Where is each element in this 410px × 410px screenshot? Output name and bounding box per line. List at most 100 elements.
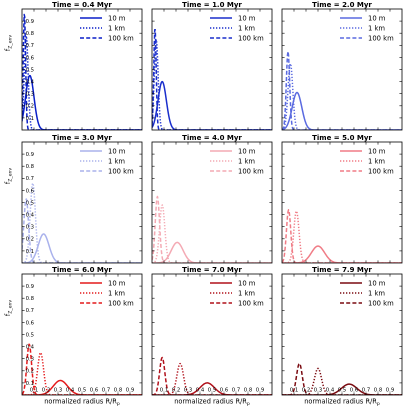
panel-2: Time = 1.0 Myr 10 m 1 km 100 km bbox=[151, 1, 273, 131]
ticks bbox=[152, 9, 272, 130]
y-axis-label-main: f bbox=[4, 313, 12, 316]
y-tick-label: 0.4 bbox=[26, 345, 35, 351]
y-tick-label: 0.7 bbox=[26, 43, 34, 49]
x-tick-label: 0.4 bbox=[196, 387, 205, 393]
x-tick-label: 0.5 bbox=[78, 387, 86, 393]
ticks bbox=[282, 274, 402, 395]
x-tick-label: 0.7 bbox=[232, 387, 240, 393]
y-tick-label: 0.3 bbox=[26, 225, 34, 231]
x-tick-label: 0.5 bbox=[338, 387, 346, 393]
series-line-100-km bbox=[152, 29, 272, 130]
series-group bbox=[282, 209, 402, 263]
x-tick-label: 0.4 bbox=[326, 387, 335, 393]
legend-label: 100 km bbox=[368, 167, 394, 175]
legend-label: 1 km bbox=[368, 157, 385, 165]
x-axis-label-main: normalized radius R/R bbox=[44, 397, 117, 405]
x-tick-label: 0.8 bbox=[244, 387, 253, 393]
y-tick-label: 0.8 bbox=[26, 31, 35, 37]
series-line-10-m bbox=[22, 233, 142, 263]
series-group bbox=[152, 29, 272, 130]
legend: 10 m 1 km 100 km bbox=[80, 14, 134, 42]
panel-4: Time = 3.0 Myr 0.1 0.2 0.3 0.4 0.5 0.6 0.7 0.8 0.… bbox=[4, 134, 143, 264]
legend-label: 100 km bbox=[108, 34, 134, 42]
ticks bbox=[152, 142, 272, 263]
legend-label: 10 m bbox=[368, 279, 386, 287]
x-axis-label-main: normalized radius R/R bbox=[174, 397, 247, 405]
series-line-10-m bbox=[152, 382, 272, 395]
y-tick-label: 0.2 bbox=[26, 237, 34, 243]
legend-label: 1 km bbox=[368, 289, 385, 297]
legend-label: 10 m bbox=[238, 147, 256, 155]
y-tick-label: 0.9 bbox=[26, 284, 34, 290]
series-line-10-m bbox=[152, 80, 272, 130]
x-axis-label-sub: p bbox=[247, 402, 250, 407]
y-tick-label: 0.6 bbox=[26, 188, 35, 194]
panel-8: Time = 7.0 Myr 0.1 0.2 0.3 0.4 0.5 0.6 0.7 0.8 0.… bbox=[151, 266, 273, 407]
x-tick-label: 0.8 bbox=[114, 387, 123, 393]
legend-label: 100 km bbox=[368, 299, 394, 307]
y-axis-label-sub: Z_env bbox=[8, 300, 14, 314]
panel-6: Time = 5.0 Myr 10 m 1 km 100 km bbox=[281, 134, 403, 264]
panel-title: Time = 7.0 Myr bbox=[182, 266, 242, 274]
series-line-100-km bbox=[282, 50, 402, 130]
series-line-1-km bbox=[282, 210, 402, 263]
y-tick-label: 0.8 bbox=[26, 296, 35, 302]
y-tick-label: 0.6 bbox=[26, 320, 35, 326]
panel-title: Time = 4.0 Myr bbox=[182, 134, 242, 142]
ticks bbox=[282, 9, 402, 130]
series-group bbox=[22, 13, 142, 130]
legend-label: 10 m bbox=[238, 14, 256, 22]
series-line-10-m bbox=[22, 74, 142, 130]
series-line-100-km bbox=[282, 362, 402, 395]
y-tick-label: 0.3 bbox=[26, 357, 34, 363]
x-axis-label: normalized radius R/Rp bbox=[44, 397, 120, 407]
y-axis-label: fZ_env bbox=[4, 300, 14, 317]
y-tick-label: 0.4 bbox=[26, 213, 35, 219]
panel-5: Time = 4.0 Myr 10 m 1 km 100 km bbox=[151, 134, 273, 264]
legend-label: 1 km bbox=[108, 157, 125, 165]
y-tick-label: 0.9 bbox=[26, 152, 34, 158]
ticks bbox=[22, 9, 142, 130]
legend-label: 10 m bbox=[368, 147, 386, 155]
series-line-10-m bbox=[152, 241, 272, 263]
ticks bbox=[22, 274, 142, 395]
ticks bbox=[152, 274, 272, 395]
panel-title: Time = 3.0 Myr bbox=[52, 134, 112, 142]
x-tick-label: 0.1 bbox=[30, 387, 38, 393]
legend: 10 m 1 km 100 km bbox=[210, 147, 264, 175]
panel-title: Time = 2.0 Myr bbox=[312, 1, 372, 9]
y-tick-label: 0.6 bbox=[26, 55, 35, 61]
panel-3: Time = 2.0 Myr 10 m 1 km 100 km bbox=[281, 1, 403, 131]
legend-label: 100 km bbox=[108, 299, 134, 307]
y-axis-label: fZ_env bbox=[4, 168, 14, 185]
x-tick-label: 0.4 bbox=[66, 387, 75, 393]
legend: 10 m 1 km 100 km bbox=[210, 14, 264, 42]
y-tick-label: 0.8 bbox=[26, 164, 35, 170]
x-tick-label: 0.2 bbox=[172, 387, 180, 393]
x-tick-label: 0.5 bbox=[208, 387, 216, 393]
legend: 10 m 1 km 100 km bbox=[80, 279, 134, 307]
legend-label: 100 km bbox=[238, 299, 264, 307]
y-tick-label: 0.9 bbox=[26, 19, 34, 25]
x-axis-label-sub: p bbox=[377, 402, 380, 407]
x-tick-label: 0.8 bbox=[374, 387, 383, 393]
ticks bbox=[282, 142, 402, 263]
series-group bbox=[22, 182, 142, 263]
legend-label: 100 km bbox=[238, 34, 264, 42]
y-tick-label: 0.5 bbox=[26, 200, 34, 206]
legend-label: 100 km bbox=[368, 34, 394, 42]
x-tick-label: 0.1 bbox=[290, 387, 298, 393]
x-tick-label: 0.7 bbox=[102, 387, 110, 393]
series-line-1-km bbox=[22, 35, 142, 130]
panel-title: Time = 0.4 Myr bbox=[52, 1, 112, 9]
x-tick-label: 0.3 bbox=[54, 387, 62, 393]
y-axis-label: fZ_env bbox=[4, 35, 14, 52]
legend-label: 1 km bbox=[238, 24, 255, 32]
legend-label: 100 km bbox=[238, 167, 264, 175]
ticks bbox=[22, 142, 142, 263]
y-tick-label: 0.1 bbox=[26, 381, 34, 387]
x-tick-label: 0.6 bbox=[350, 387, 359, 393]
y-tick-label: 0.2 bbox=[26, 104, 34, 110]
y-tick-label: 0.3 bbox=[26, 92, 34, 98]
x-tick-label: 0.7 bbox=[362, 387, 370, 393]
